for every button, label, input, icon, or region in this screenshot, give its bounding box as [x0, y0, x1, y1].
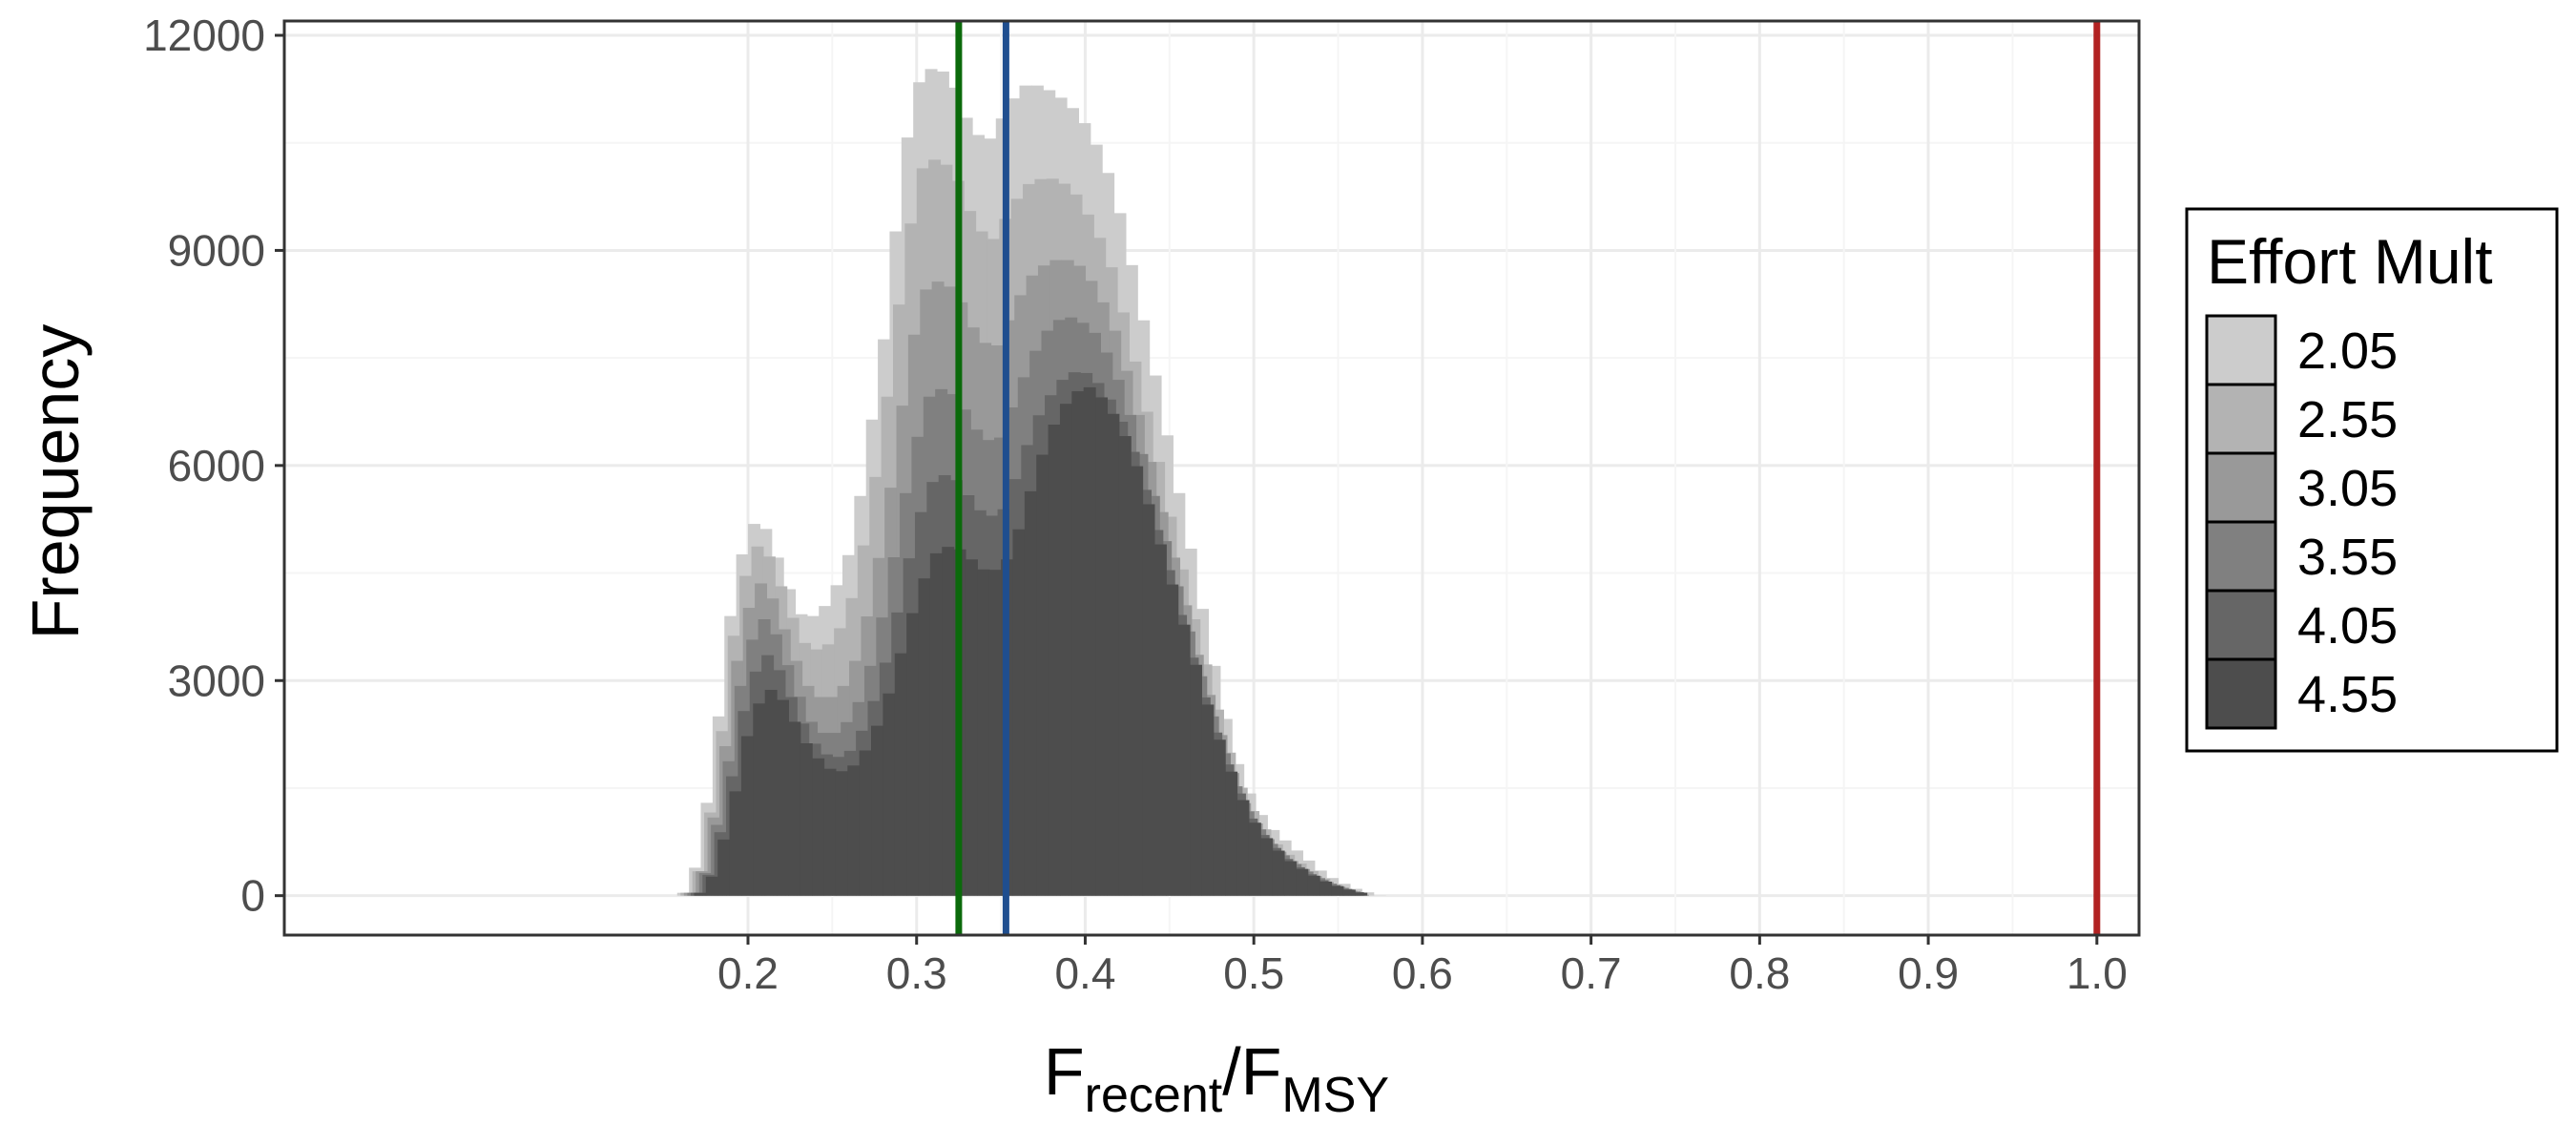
histogram-bar	[1142, 504, 1155, 896]
x-tick-label: 0.8	[1729, 948, 1790, 998]
histogram-bar	[1095, 397, 1109, 896]
x-axis-title-sub1: recent	[1085, 1068, 1223, 1123]
legend-key	[2205, 520, 2277, 593]
legend-label: 3.05	[2297, 460, 2398, 517]
histogram-bar	[1272, 850, 1285, 896]
legend-key	[2205, 589, 2277, 661]
histogram-bar	[1071, 391, 1085, 896]
histogram-bar	[1107, 413, 1120, 896]
histogram-bars	[676, 69, 1386, 896]
x-tick-label: 0.3	[886, 948, 947, 998]
histogram-bar	[1118, 436, 1132, 896]
histogram-bar	[918, 578, 931, 896]
y-tick-label: 0	[240, 871, 265, 921]
histogram-bar	[929, 552, 943, 896]
legend-title: Effort Mult	[2207, 226, 2493, 297]
plot-panel-border	[282, 19, 2141, 937]
histogram-bar	[942, 547, 955, 896]
legend-key	[2205, 451, 2277, 524]
x-tick-label: 0.4	[1054, 948, 1115, 998]
legend-key	[2205, 314, 2277, 386]
legend-label: 4.55	[2297, 666, 2398, 723]
x-tick-label: 0.5	[1223, 948, 1284, 998]
histogram-bar	[1342, 889, 1356, 896]
legend-key	[2205, 657, 2277, 730]
histogram-bar	[835, 771, 848, 896]
histogram-bar	[729, 791, 742, 896]
y-tick-label: 3000	[168, 656, 265, 705]
histogram-bar	[812, 758, 825, 896]
histogram-bar	[894, 653, 907, 896]
histogram-bar	[1225, 771, 1238, 896]
histogram-bar	[1307, 875, 1320, 896]
x-axis-title: Frecent/FMSY	[1044, 1034, 1389, 1123]
x-tick-label: 0.2	[717, 948, 779, 998]
histogram-bar	[1236, 800, 1250, 896]
reference-lines	[955, 21, 2101, 935]
histogram-bar	[823, 768, 837, 896]
x-axis-title-slash: /	[1222, 1034, 1241, 1109]
histogram-bar	[883, 693, 896, 896]
histogram-bar	[906, 613, 920, 896]
histogram-bar	[871, 725, 883, 896]
histogram-bar	[777, 699, 790, 896]
histogram-bar	[1036, 454, 1049, 896]
histogram-bar	[1024, 490, 1037, 896]
histogram-bar	[1153, 544, 1167, 896]
legend-label: 3.55	[2297, 529, 2398, 586]
x-tick-label: 0.7	[1561, 948, 1622, 998]
histogram-bar	[1361, 892, 1375, 896]
x-tick-label: 0.9	[1898, 948, 1959, 998]
x-tick-label: 1.0	[2067, 948, 2128, 998]
y-tick-label: 9000	[168, 225, 265, 275]
histogram-bar	[1283, 861, 1297, 896]
axis-ticks: 0 3000 6000 9000 12000 0.2 0.3 0.4 0.5 0.6 0.7 0.8 0…	[143, 10, 2128, 998]
x-tick-label: 0.6	[1392, 948, 1453, 998]
histogram-bar	[1213, 739, 1226, 896]
y-tick-label: 6000	[168, 441, 265, 490]
histogram-bar	[859, 750, 872, 896]
legend: Effort Mult 2.05 2.55 3.05 3.55 4.05 4.55	[2185, 207, 2559, 753]
histogram-bar	[740, 736, 754, 896]
histogram-bar	[1355, 892, 1368, 896]
histogram-bar	[1190, 664, 1202, 896]
x-axis-title-sub2: MSY	[1281, 1068, 1389, 1123]
histogram-bar	[988, 570, 1002, 896]
histogram-bar	[1331, 885, 1344, 896]
histogram-bar	[847, 765, 861, 896]
x-axis-title-f1: F	[1044, 1034, 1085, 1109]
histogram-bar	[1131, 466, 1144, 896]
x-axis-title-f2: F	[1241, 1034, 1282, 1109]
histogram-bar	[800, 743, 813, 896]
legend-label: 2.05	[2297, 323, 2398, 380]
histogram-bar	[1260, 838, 1274, 896]
y-axis-title: Frequency	[18, 324, 93, 640]
legend-entries: 2.05 2.55 3.05 3.55 4.05 4.55	[2205, 314, 2398, 730]
histogram-bar	[1177, 624, 1191, 896]
histogram-bar	[694, 892, 707, 896]
histogram-bar	[1248, 822, 1261, 896]
histogram-bar	[717, 839, 731, 896]
histogram-bar	[977, 569, 990, 896]
histogram-bar	[1166, 584, 1179, 896]
histogram-bar	[753, 703, 766, 896]
histogram-bar	[1048, 425, 1061, 896]
histogram-bar	[788, 721, 801, 896]
legend-label: 4.05	[2297, 597, 2398, 655]
histogram-bar	[1319, 881, 1333, 896]
histogram-bar	[1059, 404, 1072, 896]
histogram-bar	[1012, 529, 1026, 896]
histogram-bar	[1083, 386, 1096, 896]
histogram-bar	[1201, 704, 1215, 896]
histogram-bar	[1296, 868, 1309, 896]
legend-key	[2205, 383, 2277, 455]
histogram-bar	[705, 876, 718, 896]
histogram-bar	[965, 559, 978, 896]
legend-label: 2.55	[2297, 391, 2398, 448]
histogram-bar	[764, 690, 778, 896]
y-tick-label: 12000	[143, 10, 265, 60]
